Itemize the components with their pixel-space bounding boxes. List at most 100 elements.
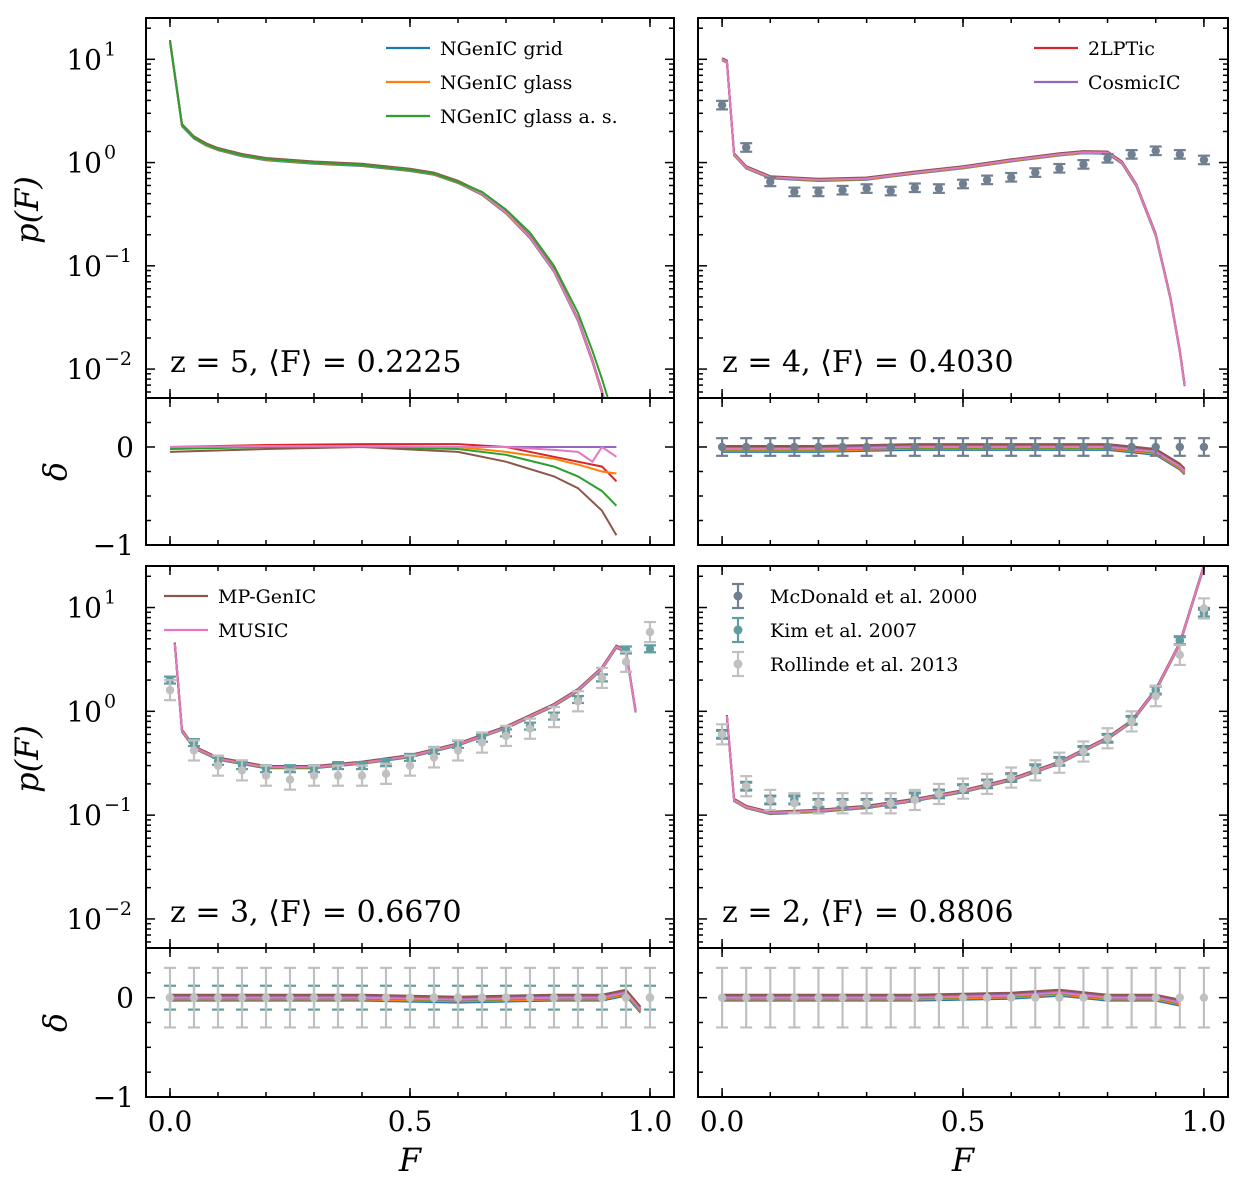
series-line-ngenic-grid xyxy=(721,59,1186,387)
data-point-kim xyxy=(644,644,656,654)
data-point-rollinde xyxy=(1197,966,1210,1029)
series-line-music xyxy=(173,643,637,769)
data-point-rollinde xyxy=(860,792,873,815)
data-point-rollinde xyxy=(476,966,488,1029)
data-point-mcdonald xyxy=(764,176,777,188)
data-point-rollinde xyxy=(1101,727,1114,750)
data-point-rollinde xyxy=(524,717,536,740)
data-point-mcdonald xyxy=(1101,152,1114,164)
series-line-ngenic-glass xyxy=(173,644,637,769)
data-point-mcdonald xyxy=(740,142,753,153)
data-point-rollinde xyxy=(716,966,729,1029)
series-line-ngenic-glass xyxy=(721,59,1186,386)
svg-text:2LPTic: 2LPTic xyxy=(1088,38,1155,60)
data-point-mcdonald xyxy=(1077,437,1090,457)
data-point-rollinde xyxy=(404,754,416,777)
data-point-mcdonald xyxy=(1173,437,1186,457)
data-point-rollinde xyxy=(1005,966,1018,1029)
data-point-rollinde xyxy=(1101,966,1114,1029)
redshift-annotation: z = 2, ⟨F⟩ = 0.8806 xyxy=(722,895,1014,930)
svg-text:10: 10 xyxy=(66,695,102,728)
data-point-rollinde xyxy=(1173,643,1186,667)
svg-text:0.5: 0.5 xyxy=(388,1105,433,1138)
data-point-mcdonald xyxy=(957,437,969,457)
legend-entry: MP-GenIC xyxy=(164,586,316,608)
svg-text:NGenIC glass a. s.: NGenIC glass a. s. xyxy=(440,106,618,128)
data-point-mcdonald xyxy=(1173,149,1186,160)
legend-entry: Rollinde et al. 2013 xyxy=(732,650,958,678)
svg-text:10: 10 xyxy=(66,43,102,76)
data-point-rollinde xyxy=(452,739,464,762)
series-line-music xyxy=(169,445,617,464)
data-point-mcdonald xyxy=(836,184,849,196)
data-point-mcdonald xyxy=(716,437,729,457)
series-line-music xyxy=(173,643,637,769)
pdf-axes-frame xyxy=(145,17,675,399)
svg-text:Kim et al. 2007: Kim et al. 2007 xyxy=(770,620,917,642)
y-axis-label-delta: δ xyxy=(36,462,74,481)
svg-text:10: 10 xyxy=(66,147,102,180)
y-axis-label-pdf: p(F) xyxy=(8,176,46,244)
data-point-mcdonald xyxy=(788,186,801,198)
data-point-rollinde xyxy=(572,690,584,713)
data-point-rollinde xyxy=(524,966,536,1029)
data-point-rollinde xyxy=(860,966,873,1029)
svg-text:0.0: 0.0 xyxy=(148,1105,193,1138)
data-point-rollinde xyxy=(620,650,632,673)
svg-text:−2: −2 xyxy=(104,898,132,920)
data-point-rollinde xyxy=(1197,597,1210,620)
y-axis-label-delta: δ xyxy=(36,1013,74,1032)
data-point-rollinde xyxy=(380,762,392,785)
data-point-mcdonald xyxy=(860,183,873,194)
series-line-ngenic-glass-a-s- xyxy=(169,40,609,398)
svg-text:1.0: 1.0 xyxy=(628,1105,673,1138)
data-point-mcdonald xyxy=(981,174,994,186)
series-line-ngenic-glass-a-s- xyxy=(173,643,637,769)
data-point-rollinde xyxy=(1029,759,1042,782)
redshift-annotation: z = 3, ⟨F⟩ = 0.6670 xyxy=(170,895,462,930)
data-point-mcdonald xyxy=(788,437,801,457)
data-point-rollinde xyxy=(1005,766,1018,789)
series-line-music xyxy=(721,58,1186,386)
svg-text:0: 0 xyxy=(116,431,134,464)
svg-text:−1: −1 xyxy=(93,1081,134,1114)
svg-text:1: 1 xyxy=(104,38,116,60)
data-point-rollinde xyxy=(836,792,849,815)
data-point-rollinde xyxy=(884,966,897,1029)
pdf-plot-area xyxy=(716,566,1210,816)
data-point-rollinde xyxy=(908,788,921,812)
data-point-rollinde xyxy=(1149,966,1162,1029)
series-line-2lptic xyxy=(173,643,637,768)
redshift-annotation: z = 4, ⟨F⟩ = 0.4030 xyxy=(722,345,1014,380)
data-point-mcdonald xyxy=(1197,437,1210,457)
svg-text:−1: −1 xyxy=(104,245,132,267)
legend-entry: NGenIC glass a. s. xyxy=(386,106,618,128)
data-point-rollinde xyxy=(716,723,729,746)
data-point-mcdonald xyxy=(932,437,945,457)
data-point-mcdonald xyxy=(1053,437,1066,457)
svg-text:McDonald et al. 2000: McDonald et al. 2000 xyxy=(770,586,977,608)
series-line-mp-genic xyxy=(173,642,637,767)
data-point-rollinde xyxy=(212,966,224,1029)
data-point-mcdonald xyxy=(740,437,753,457)
series-line-ngenic-glass xyxy=(170,446,617,475)
pdf-plot-area xyxy=(716,57,1210,387)
data-point-rollinde xyxy=(308,966,320,1029)
data-point-mcdonald xyxy=(884,185,897,197)
svg-text:Rollinde et al. 2013: Rollinde et al. 2013 xyxy=(770,654,958,676)
delta-plot-area xyxy=(716,966,1210,1029)
data-point-rollinde xyxy=(764,966,777,1029)
x-tick-labels: 0.0 0.5 1.0 xyxy=(700,1105,1226,1138)
data-point-rollinde xyxy=(836,966,849,1029)
data-point-rollinde xyxy=(284,768,296,791)
svg-text:0: 0 xyxy=(104,142,116,164)
data-point-rollinde xyxy=(740,775,753,798)
data-point-rollinde xyxy=(812,966,825,1029)
data-point-mcdonald xyxy=(1101,437,1114,457)
series-line-ngenic-grid xyxy=(173,644,637,770)
svg-text:−2: −2 xyxy=(104,348,132,370)
data-point-rollinde xyxy=(236,759,248,782)
delta-plot-area xyxy=(169,443,618,536)
svg-text:10: 10 xyxy=(66,250,102,283)
